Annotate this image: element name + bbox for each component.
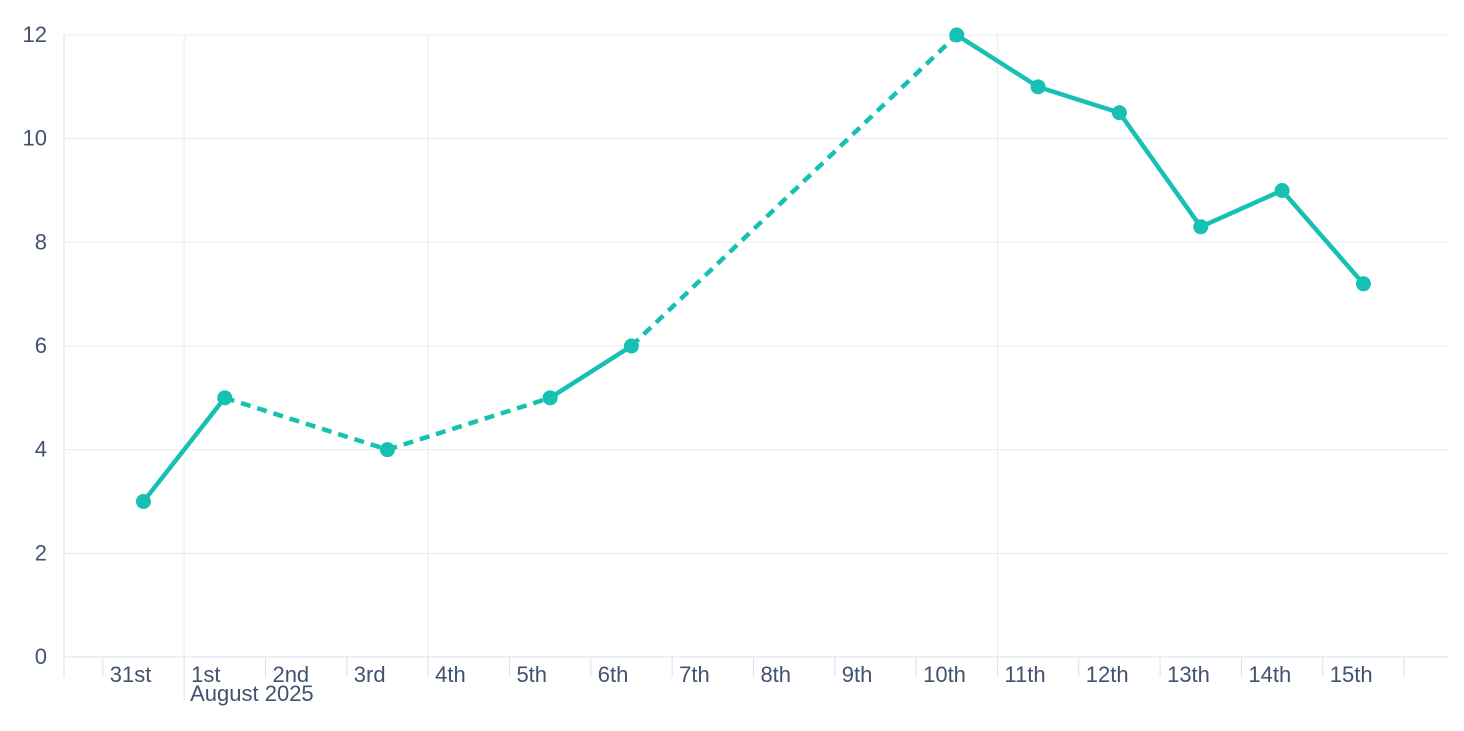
data-point[interactable] xyxy=(542,390,558,406)
x-axis-label: 5th xyxy=(516,662,547,687)
data-point[interactable] xyxy=(949,27,965,43)
x-axis-label: 15th xyxy=(1330,662,1373,687)
data-point[interactable] xyxy=(1030,79,1046,95)
y-axis-label: 12 xyxy=(23,22,47,47)
data-point[interactable] xyxy=(623,338,639,354)
x-axis-label: 13th xyxy=(1167,662,1210,687)
data-point[interactable] xyxy=(1274,183,1290,198)
x-axis-label: 10th xyxy=(923,662,966,687)
data-point[interactable] xyxy=(135,494,151,509)
x-axis-label: 9th xyxy=(842,662,873,687)
x-axis-label: 31st xyxy=(110,662,152,687)
data-point[interactable] xyxy=(1355,276,1371,292)
data-point[interactable] xyxy=(379,442,395,458)
gridlines xyxy=(64,34,1448,658)
series-segment-dashed xyxy=(386,395,551,452)
series-segment-dashed xyxy=(629,33,959,348)
series-segment-solid xyxy=(954,32,1366,287)
x-axis-label: 14th xyxy=(1248,662,1291,687)
x-axis-label: 7th xyxy=(679,662,710,687)
series-segment-dashed xyxy=(224,395,389,452)
y-axis-labels: 0 2 4 6 8 10 12 xyxy=(23,22,47,669)
data-point[interactable] xyxy=(217,390,233,406)
axes xyxy=(63,35,1448,700)
y-axis-label: 8 xyxy=(35,229,47,254)
x-axis-label: 3rd xyxy=(354,662,386,687)
y-axis-label: 6 xyxy=(35,333,47,358)
x-axis-label: 2nd xyxy=(272,662,309,687)
month-label: August 2025 xyxy=(190,681,314,706)
series-segment-solid xyxy=(547,343,634,401)
x-axis-label: 8th xyxy=(760,662,791,687)
data-point[interactable] xyxy=(1193,219,1209,235)
series-line xyxy=(141,32,1366,504)
x-axis-label: 4th xyxy=(435,662,466,687)
x-axis-labels: 31st 1st 2nd 3rd 4th 5th 6th 7th 8th 9th 10th 11th 1… xyxy=(110,662,1373,706)
y-axis-label: 0 xyxy=(35,644,47,669)
series-segment-solid xyxy=(141,395,228,504)
y-axis-label: 4 xyxy=(35,437,47,462)
data-point[interactable] xyxy=(1111,105,1127,121)
x-axis-label: 12th xyxy=(1086,662,1129,687)
x-axis-label: 6th xyxy=(598,662,629,687)
x-axis-label: 11th xyxy=(1004,662,1045,687)
y-axis-label: 2 xyxy=(35,540,47,565)
series-markers xyxy=(135,27,1371,509)
x-axis-label: 1st xyxy=(191,662,220,687)
y-axis-label: 10 xyxy=(23,126,47,151)
